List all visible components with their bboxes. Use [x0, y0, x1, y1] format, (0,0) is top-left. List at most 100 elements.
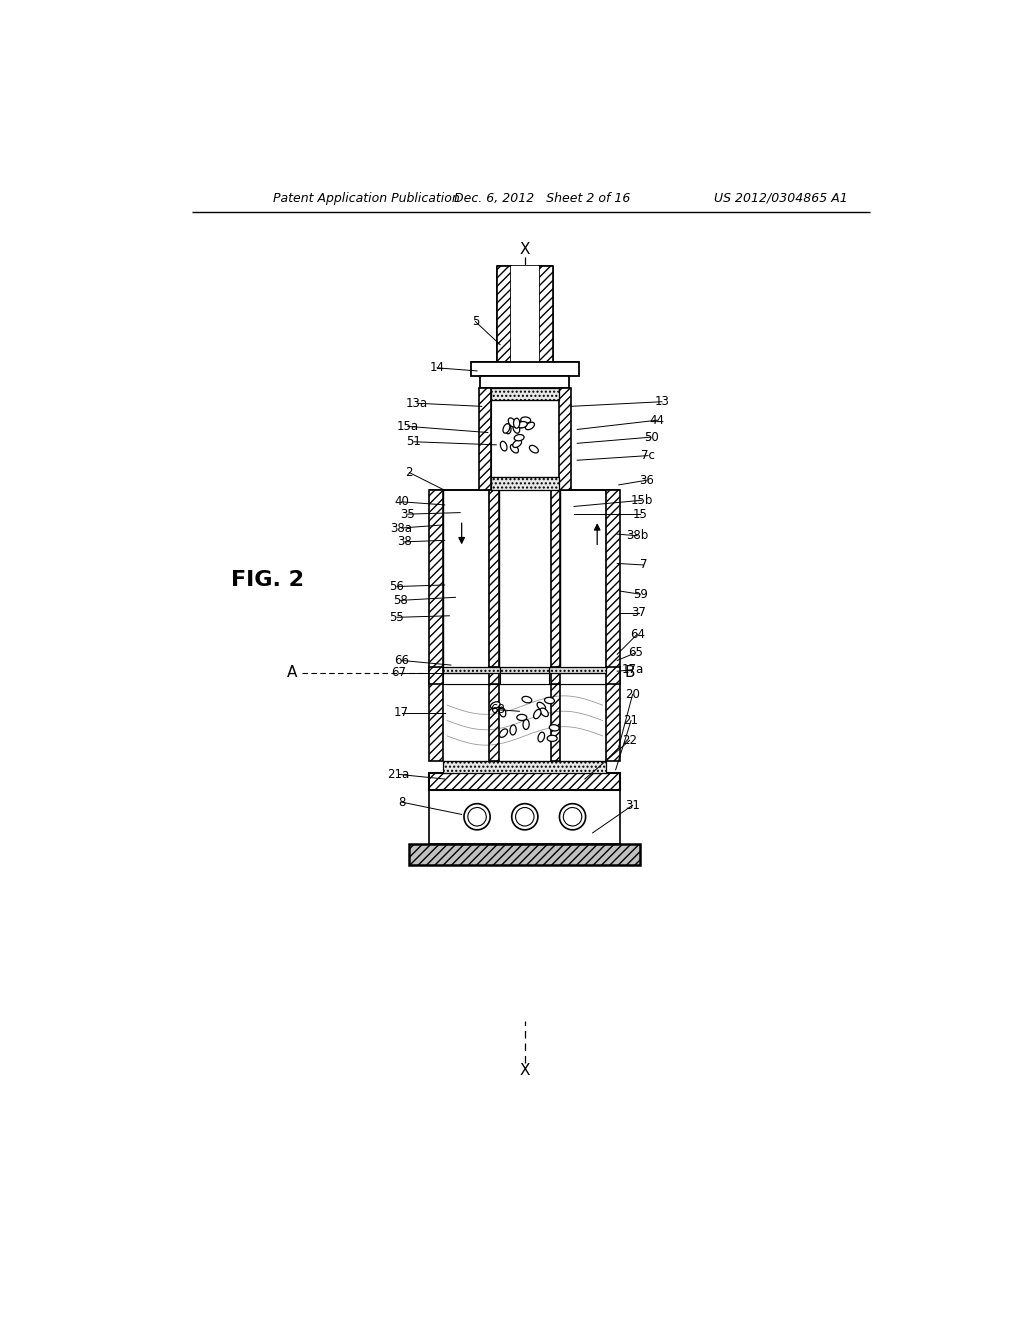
Ellipse shape	[503, 424, 510, 433]
Text: 21a: 21a	[387, 768, 410, 781]
Ellipse shape	[514, 434, 524, 441]
Bar	[560, 490, 606, 760]
Ellipse shape	[499, 708, 506, 717]
Bar	[511, 267, 539, 363]
Ellipse shape	[517, 421, 526, 428]
Text: 68: 68	[489, 704, 505, 717]
Ellipse shape	[547, 735, 557, 742]
Ellipse shape	[513, 440, 521, 447]
Bar	[429, 789, 621, 843]
Text: 64: 64	[630, 628, 645, 640]
Bar	[410, 843, 640, 866]
Bar	[490, 477, 559, 490]
Bar	[500, 673, 550, 684]
Ellipse shape	[545, 697, 554, 704]
Text: 59: 59	[633, 587, 648, 601]
Ellipse shape	[513, 418, 520, 428]
Text: Dec. 6, 2012   Sheet 2 of 16: Dec. 6, 2012 Sheet 2 of 16	[454, 191, 631, 205]
Ellipse shape	[510, 445, 518, 453]
Bar	[559, 388, 571, 490]
Text: 38a: 38a	[390, 521, 413, 535]
Ellipse shape	[517, 714, 526, 721]
Ellipse shape	[517, 421, 527, 428]
Bar	[539, 267, 553, 363]
Bar	[443, 684, 606, 760]
Text: 31: 31	[626, 799, 640, 812]
Bar	[443, 490, 489, 760]
Text: 8: 8	[398, 796, 406, 809]
Text: 17a: 17a	[622, 663, 644, 676]
Bar	[551, 667, 560, 684]
Ellipse shape	[559, 804, 586, 830]
Bar	[489, 490, 499, 760]
Bar	[480, 376, 569, 388]
Ellipse shape	[534, 709, 541, 718]
Ellipse shape	[515, 808, 535, 826]
Bar	[443, 673, 500, 684]
Ellipse shape	[538, 733, 545, 742]
Ellipse shape	[468, 808, 486, 826]
Text: FIG. 2: FIG. 2	[231, 570, 304, 590]
Ellipse shape	[520, 417, 530, 424]
Ellipse shape	[525, 422, 535, 430]
Text: 17: 17	[394, 706, 410, 719]
Text: 36: 36	[639, 474, 654, 487]
Bar	[490, 400, 559, 478]
Text: 67: 67	[391, 667, 407, 680]
Ellipse shape	[512, 804, 538, 830]
Ellipse shape	[464, 804, 490, 830]
Text: 15b: 15b	[631, 494, 653, 507]
Text: 50: 50	[644, 430, 658, 444]
Ellipse shape	[508, 418, 516, 426]
Text: 51: 51	[407, 436, 421, 449]
Text: 56: 56	[389, 579, 404, 593]
Text: 35: 35	[400, 508, 415, 520]
Text: 38: 38	[397, 536, 412, 548]
Text: B: B	[625, 665, 635, 680]
Ellipse shape	[501, 441, 507, 451]
Bar	[606, 490, 621, 760]
Bar	[499, 490, 551, 760]
Ellipse shape	[522, 697, 531, 702]
Bar	[429, 667, 443, 684]
Ellipse shape	[523, 719, 529, 730]
Ellipse shape	[541, 708, 548, 717]
Text: 2: 2	[406, 466, 413, 479]
Text: 58: 58	[392, 594, 408, 607]
Text: A: A	[287, 665, 297, 680]
Text: 15a: 15a	[396, 420, 419, 433]
Text: Patent Application Publication: Patent Application Publication	[273, 191, 460, 205]
Ellipse shape	[529, 445, 539, 453]
Bar	[489, 667, 499, 684]
Bar	[443, 760, 606, 774]
Text: 38b: 38b	[626, 529, 648, 543]
Ellipse shape	[563, 808, 582, 826]
Bar	[443, 667, 500, 673]
Text: 22: 22	[622, 734, 637, 747]
Text: 15: 15	[633, 508, 648, 520]
Text: X: X	[519, 1064, 530, 1078]
Text: 13: 13	[654, 395, 670, 408]
Bar	[551, 490, 560, 760]
Ellipse shape	[549, 725, 559, 731]
Text: 13a: 13a	[406, 397, 428, 409]
Text: 7: 7	[640, 558, 647, 572]
Text: 66: 66	[394, 653, 410, 667]
Text: 14: 14	[429, 362, 444, 375]
Ellipse shape	[500, 729, 508, 738]
Bar	[497, 267, 511, 363]
Text: 7c: 7c	[641, 449, 655, 462]
Ellipse shape	[510, 725, 516, 735]
Text: 44: 44	[650, 413, 665, 426]
Bar	[550, 667, 606, 673]
Bar	[550, 673, 606, 684]
Bar	[500, 667, 550, 673]
Text: 5: 5	[472, 315, 479, 329]
Bar	[490, 388, 559, 400]
Bar	[429, 490, 443, 760]
Text: 37: 37	[632, 606, 646, 619]
Text: 21: 21	[624, 714, 639, 727]
Ellipse shape	[505, 424, 511, 434]
Bar	[478, 388, 490, 490]
Ellipse shape	[537, 702, 546, 710]
